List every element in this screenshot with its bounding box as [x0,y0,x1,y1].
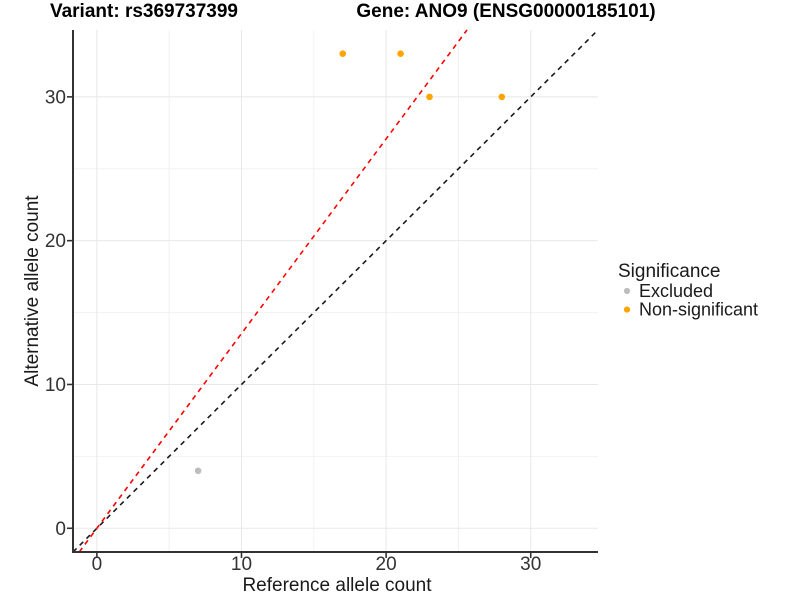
y-tick-label: 0 [55,519,66,540]
x-tick-label: 0 [92,554,103,575]
y-tick-label: 30 [45,87,66,108]
point-non-significant [339,50,347,58]
expected-ratio-line [78,29,468,553]
legend-swatch-dot [623,287,631,295]
legend-item-label: Non-significant [639,300,758,320]
point-non-significant [498,93,506,101]
y-tick-label: 10 [45,375,66,396]
point-non-significant [397,50,404,58]
point-non-significant [426,93,433,101]
x-tick-label: 10 [231,554,252,575]
y-tick-label: 20 [45,231,66,252]
x-tick-label: 30 [520,554,541,575]
reference-lines [72,29,599,553]
y-axis-title: Alternative allele count [22,195,43,387]
axis-ticks: 0 10 20 30 0 10 20 30 [45,87,541,575]
variant-title: Variant: rs369737399 [50,1,238,22]
legend-item-non-significant: Non-significant [623,300,758,320]
legend-item-excluded: Excluded [623,281,713,301]
x-tick-label: 20 [376,554,397,575]
identity-line [72,29,599,553]
x-axis-title: Reference allele count [242,575,432,596]
gridlines [73,30,598,552]
legend-swatch-dot [623,306,631,313]
legend-title: Significance [618,261,720,282]
gene-title: Gene: ANO9 (ENSG00000185101) [356,1,655,22]
data-points [194,50,506,475]
point-excluded [194,467,202,475]
legend-item-label: Excluded [639,281,713,301]
